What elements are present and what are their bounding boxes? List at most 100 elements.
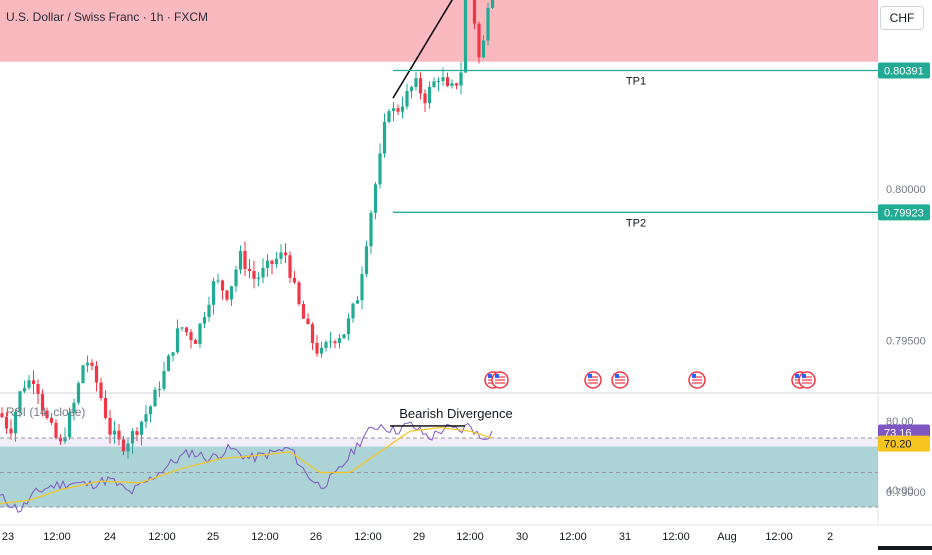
candle-body [63, 437, 67, 442]
candle-body [225, 290, 229, 300]
candle-body [112, 430, 117, 435]
resistance-zone [0, 0, 878, 62]
divergence-label: Bearish Divergence [399, 406, 512, 421]
candle-body [301, 303, 306, 319]
rsi-line [0, 421, 493, 513]
candle-body [391, 108, 396, 112]
time-tick-label: Aug [717, 531, 737, 543]
time-tick-label: 26 [310, 531, 322, 543]
candle-body [279, 252, 283, 259]
candle-body [247, 268, 252, 272]
candle-body [378, 153, 382, 185]
tp1-price-badge-bg [878, 62, 930, 79]
candle-body [76, 383, 81, 403]
candle-body [36, 384, 40, 394]
flag-icon-canton [795, 374, 799, 378]
candle-body [373, 184, 378, 213]
us-flag-icon [798, 371, 816, 389]
candle-body [153, 389, 157, 407]
time-tick-label: 31 [619, 531, 631, 543]
time-tick-label: 30 [516, 531, 528, 543]
candle-body [288, 255, 292, 278]
flag-icon-canton [802, 374, 806, 378]
candle-body [171, 352, 175, 356]
candle-body [409, 87, 414, 92]
candle-body [31, 380, 36, 385]
flag-icon-canton [692, 374, 696, 378]
rsi-tick-label: 40.00 [886, 485, 914, 497]
candle-body [454, 83, 459, 86]
trendline [392, 0, 453, 99]
flag-icon-canton [588, 374, 592, 378]
candle-body [184, 327, 189, 333]
level-label-tp1: TP1 [626, 76, 646, 88]
candle-body [216, 280, 220, 282]
candle-body [342, 334, 346, 339]
time-tick-label: 12:00 [456, 531, 484, 543]
candle-body [319, 347, 324, 354]
tp1-price-badge: 0.80391 [878, 62, 930, 79]
candle-body [67, 412, 72, 438]
tp2-price-badge-text: 0.79923 [884, 207, 924, 219]
candle-body [22, 387, 27, 392]
price-tick-label: 0.80000 [886, 184, 926, 196]
candle-body [396, 108, 400, 112]
candle-body [274, 258, 279, 264]
candle-body [405, 91, 409, 107]
candle-body [432, 81, 436, 87]
time-tick-label: 12:00 [43, 531, 71, 543]
symbol-title: U.S. Dollar / Swiss Franc · 1h · FXCM [6, 10, 209, 24]
candle-body [310, 324, 315, 343]
candle-body [315, 342, 319, 354]
candle-body [477, 23, 481, 58]
time-tick-label: 12:00 [765, 531, 793, 543]
flag-icon-canton [615, 374, 619, 378]
time-tick-label: 12:00 [148, 531, 176, 543]
candle-body [85, 362, 90, 366]
candle-body [324, 342, 328, 348]
candle-body [450, 83, 454, 86]
candle-body [423, 93, 427, 104]
candle-body [108, 417, 112, 435]
time-tick-label: 24 [104, 531, 116, 543]
candle-body [297, 282, 301, 304]
rsi-ma-badge-text: 70.20 [884, 439, 912, 451]
candle-body [234, 269, 238, 287]
candle-body [162, 371, 166, 389]
candle-body [292, 277, 297, 283]
candles [0, 0, 495, 459]
candle-body [166, 355, 171, 372]
candle-body [90, 362, 94, 366]
candle-body [99, 382, 103, 399]
candle-body [238, 250, 243, 270]
flag-icon-canton [495, 374, 499, 378]
candle-body [445, 77, 450, 86]
candle-body [270, 260, 274, 264]
candle-body [486, 7, 490, 41]
candle-body [180, 327, 184, 329]
candle-body [337, 338, 342, 344]
candle-body [387, 111, 391, 122]
time-tick-label: 29 [413, 531, 425, 543]
candle-body [49, 417, 54, 423]
candle-body [13, 411, 18, 434]
candle-body [4, 417, 9, 429]
candle-body [351, 303, 355, 319]
level-label-tp2: TP2 [626, 217, 646, 229]
candle-body [157, 388, 162, 390]
candle-body [382, 121, 387, 154]
candle-body [193, 340, 198, 344]
candle-body [18, 391, 22, 412]
candle-body [333, 341, 337, 344]
price-tick-label: 0.79000 [886, 487, 926, 499]
candle-body [121, 439, 126, 452]
flag-icon-canton [488, 374, 492, 378]
candle-body [81, 365, 85, 384]
us-flag-icon [611, 371, 629, 389]
time-tick-label: 12:00 [559, 531, 587, 543]
currency-button[interactable]: CHF [880, 6, 924, 30]
candle-body [400, 106, 405, 112]
rsi-ma-badge: 70.20 [878, 435, 930, 452]
